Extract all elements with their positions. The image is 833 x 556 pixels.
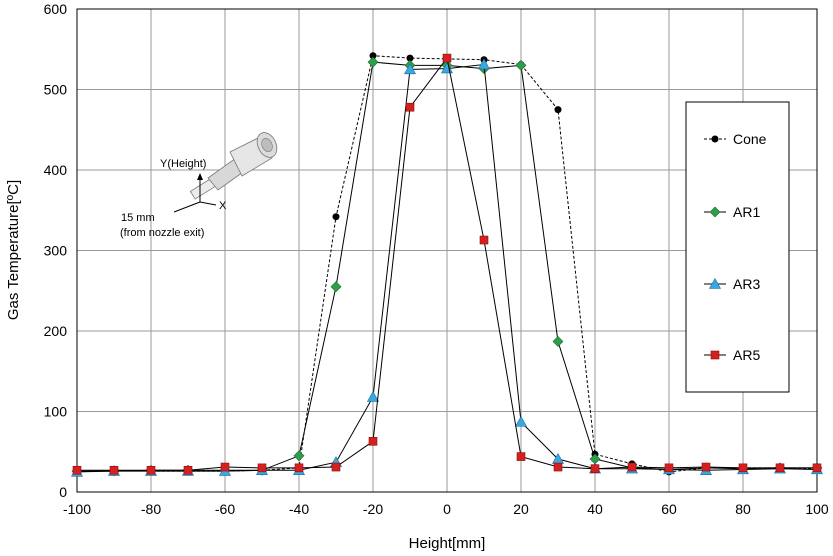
legend-marker-cone xyxy=(711,135,719,143)
data-point-ar5 xyxy=(590,464,600,473)
data-point-ar5 xyxy=(109,465,119,475)
inset-distance-label: 15 mm xyxy=(121,212,155,224)
y-tick-label: 600 xyxy=(44,1,68,17)
data-point-ar3 xyxy=(477,58,491,70)
data-point-ar5 xyxy=(72,465,82,475)
x-tick-label: 100 xyxy=(805,501,829,517)
data-point-cone xyxy=(554,106,562,114)
nozzle-inset: Y(Height) X 15 mm (from nozzle exit) xyxy=(120,132,278,239)
x-tick-label: 0 xyxy=(443,501,451,517)
legend-label-ar1: AR1 xyxy=(733,204,760,220)
data-point-ar5 xyxy=(479,235,489,245)
data-point-cone xyxy=(406,54,414,62)
data-point-cone xyxy=(332,213,340,221)
data-point-cone xyxy=(369,52,377,60)
legend-entry-ar5: AR5 xyxy=(704,347,760,363)
x-tick-label: -60 xyxy=(215,501,235,517)
x-tick-label: 80 xyxy=(735,501,751,517)
x-tick-label: -40 xyxy=(289,501,309,517)
data-point-ar5 xyxy=(738,463,748,473)
y-axis-title: Gas Temperature[ºC] xyxy=(5,180,22,320)
data-point-ar1 xyxy=(293,450,305,462)
depth-axis-line xyxy=(173,201,201,213)
x-axis-title: Height[mm] xyxy=(409,535,486,552)
legend-marker-ar3 xyxy=(708,277,722,289)
y-tick-label: 100 xyxy=(44,404,68,420)
data-point-ar5 xyxy=(553,462,563,472)
legend-label-cone: Cone xyxy=(733,131,767,147)
data-point-ar5 xyxy=(516,452,526,461)
legend-label-ar3: AR3 xyxy=(733,276,760,292)
legend-marker-ar5 xyxy=(710,350,720,360)
data-point-ar5 xyxy=(257,463,267,473)
y-tick-label: 0 xyxy=(59,484,67,500)
y-tick-label: 500 xyxy=(44,82,68,98)
data-point-ar5 xyxy=(146,465,156,475)
x-tick-label: 20 xyxy=(513,501,529,517)
inset-distance-note: (from nozzle exit) xyxy=(120,227,204,239)
data-point-ar5 xyxy=(405,102,415,112)
legend-entry-ar3: AR3 xyxy=(704,276,760,292)
inset-y-label: Y(Height) xyxy=(160,158,206,170)
y-tick-label: 200 xyxy=(44,323,68,339)
x-axis-arrow xyxy=(199,201,217,206)
x-tick-label: 40 xyxy=(587,501,603,517)
data-point-ar5 xyxy=(701,462,711,472)
y-tick-labels: 0 100 200 300 400 500 600 xyxy=(44,1,68,500)
data-point-ar3 xyxy=(403,63,417,75)
data-point-ar3 xyxy=(366,390,380,402)
x-tick-label: -20 xyxy=(363,501,383,517)
data-point-ar5 xyxy=(331,462,341,472)
legend-label-ar5: AR5 xyxy=(733,347,760,363)
x-tick-labels: -100 -80 -60 -40 -20 0 20 40 60 80 100 xyxy=(63,501,829,517)
data-point-ar5 xyxy=(294,463,304,473)
legend-entry-cone: Cone xyxy=(704,131,767,147)
plot-frame xyxy=(76,8,818,493)
data-point-ar1 xyxy=(515,59,527,71)
data-point-ar5 xyxy=(368,436,378,446)
legend-box xyxy=(685,101,790,393)
data-point-ar1 xyxy=(552,336,564,347)
series-ar5 xyxy=(72,53,822,475)
legend-marker-ar1 xyxy=(709,206,721,218)
series-layer xyxy=(70,52,824,477)
data-point-ar5 xyxy=(183,465,193,475)
x-tick-label: 60 xyxy=(661,501,677,517)
x-tick-label: -100 xyxy=(63,501,91,517)
x-tick-label: -80 xyxy=(141,501,161,517)
data-point-ar5 xyxy=(220,462,230,472)
y-tick-label: 400 xyxy=(44,162,68,178)
data-point-ar5 xyxy=(664,463,674,473)
data-point-ar5 xyxy=(812,463,822,473)
data-point-ar5 xyxy=(442,53,452,63)
y-tick-label: 300 xyxy=(44,243,68,259)
legend: Cone AR1 AR3 AR5 xyxy=(685,101,790,393)
data-point-ar1 xyxy=(367,56,379,68)
legend-entry-ar1: AR1 xyxy=(704,204,760,220)
inset-x-label: X xyxy=(219,200,227,212)
data-point-ar5 xyxy=(627,462,637,472)
data-point-ar3 xyxy=(514,415,528,427)
data-point-ar1 xyxy=(330,281,342,293)
data-point-ar5 xyxy=(775,463,785,473)
